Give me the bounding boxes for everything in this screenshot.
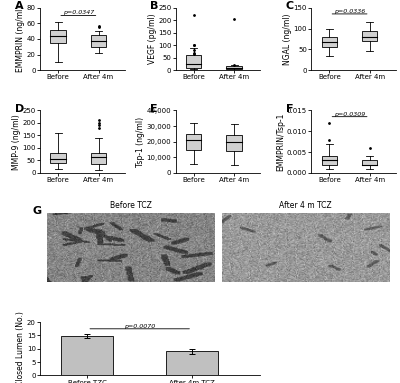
Bar [91, 153, 106, 164]
Bar [322, 156, 337, 165]
Y-axis label: MMP-9 (ng/ml): MMP-9 (ng/ml) [12, 114, 21, 170]
Text: D: D [14, 104, 24, 114]
Bar [91, 35, 106, 47]
Y-axis label: Tsp-1 (ng/ml): Tsp-1 (ng/ml) [136, 117, 145, 167]
Bar [186, 134, 202, 149]
Text: p=0.0336: p=0.0336 [334, 9, 365, 14]
Text: Before TCZ: Before TCZ [110, 201, 152, 210]
Text: p=0.0309: p=0.0309 [334, 112, 365, 117]
Bar [322, 37, 337, 47]
Text: After 4 m TCZ: After 4 m TCZ [279, 201, 332, 210]
Bar [226, 136, 242, 151]
Text: A: A [14, 2, 23, 11]
Y-axis label: Closed Lumen (No.): Closed Lumen (No.) [16, 311, 26, 383]
Bar [186, 55, 202, 68]
Bar [50, 153, 66, 163]
Text: G: G [33, 206, 42, 216]
Text: B: B [150, 2, 158, 11]
Bar [362, 31, 378, 41]
Text: p=0.0070: p=0.0070 [124, 324, 155, 329]
Text: F: F [286, 104, 293, 114]
Y-axis label: VEGF (pg/ml): VEGF (pg/ml) [148, 14, 156, 64]
Text: p=0.0347: p=0.0347 [63, 10, 94, 15]
Text: E: E [150, 104, 158, 114]
Bar [166, 352, 218, 375]
Y-axis label: NGAL (ng/ml): NGAL (ng/ml) [283, 13, 292, 65]
Bar [362, 160, 378, 165]
Bar [61, 336, 114, 375]
Y-axis label: EMMPRIN/Tsp-1: EMMPRIN/Tsp-1 [276, 113, 286, 171]
Bar [50, 29, 66, 43]
Bar [226, 67, 242, 69]
Y-axis label: EMMPRIN (ng/ml): EMMPRIN (ng/ml) [16, 6, 26, 72]
Text: C: C [286, 2, 294, 11]
